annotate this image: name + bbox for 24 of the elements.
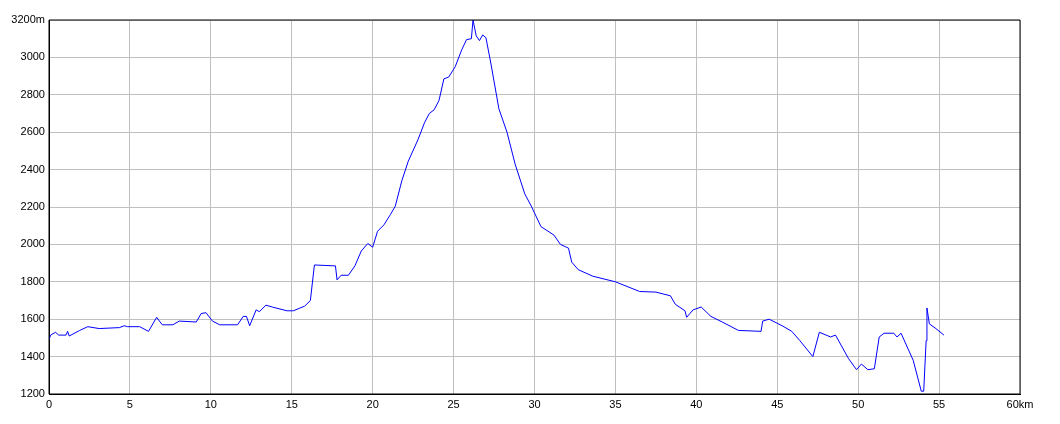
x-tick-label: 60km (1006, 397, 1034, 410)
x-tick-label: 45 (771, 397, 784, 410)
y-tick-label: 2400 (20, 162, 45, 175)
x-tick-label: 55 (932, 397, 946, 410)
y-tick-label: 2600 (20, 125, 45, 138)
y-tick-label: 2000 (20, 237, 45, 250)
x-tick-label: 10 (204, 397, 217, 410)
y-tick-label: 2800 (20, 87, 45, 100)
x-tick-label: 25 (447, 397, 460, 410)
x-tick-label: 50 (852, 397, 865, 410)
x-tick-label: 40 (690, 397, 703, 410)
y-tick-label: 1800 (20, 274, 45, 287)
x-tick-label: 35 (609, 397, 622, 410)
y-tick-label: 1600 (20, 312, 45, 325)
y-tick-label: 1200 (20, 387, 45, 400)
x-tick-label: 15 (285, 397, 298, 410)
y-tick-label: 3200m (11, 13, 45, 26)
x-tick-label: 0 (45, 397, 53, 410)
x-tick-label: 20 (366, 397, 379, 410)
y-tick-label: 2200 (20, 200, 45, 213)
y-tick-label: 3000 (20, 50, 45, 63)
x-tick-label: 5 (126, 397, 133, 410)
x-tick-label: 30 (528, 397, 541, 410)
y-tick-label: 1400 (20, 349, 45, 362)
